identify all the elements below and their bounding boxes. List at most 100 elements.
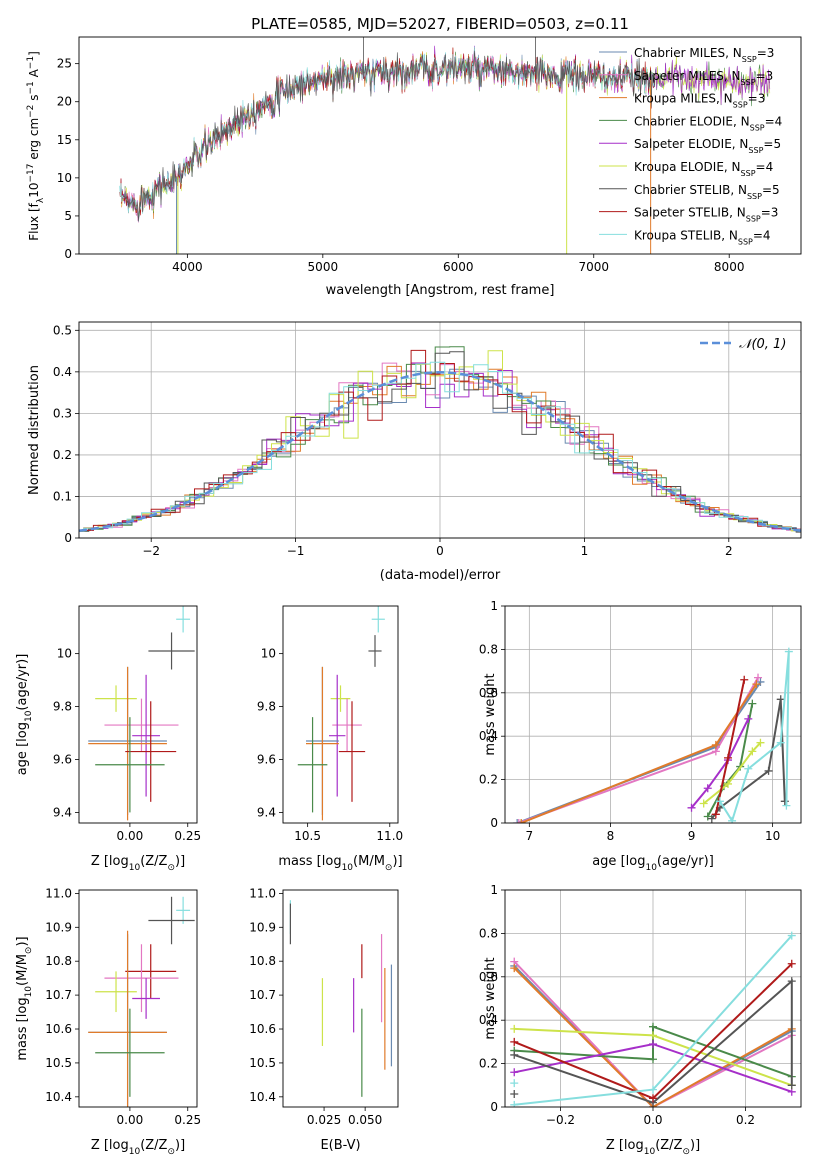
weight-marker xyxy=(756,677,765,686)
weight-marker xyxy=(787,959,796,968)
x-tick-label: 0.00 xyxy=(117,829,144,843)
figure-title: PLATE=0585, MJD=52027, FIBERID=0503, z=0… xyxy=(251,15,629,33)
weight-line xyxy=(703,742,762,805)
y-tick-label: 10.9 xyxy=(45,920,72,934)
legend-label: Chabrier ELODIE, NSSP=4 xyxy=(634,114,782,131)
weight-marker xyxy=(776,695,785,704)
y-tick-label: 0.4 xyxy=(479,1013,498,1027)
x-tick-label: −0.2 xyxy=(546,1113,575,1127)
y-tick-label: 0.3 xyxy=(53,406,72,420)
weight-marker xyxy=(728,816,737,823)
y-tick-label: 0.2 xyxy=(53,448,72,462)
y-tick-label: 0.4 xyxy=(479,729,498,743)
x-axis-label: wavelength [Angstrom, rest frame] xyxy=(326,283,555,298)
y-tick-label: 11.0 xyxy=(249,886,276,900)
y-tick-label: 9.8 xyxy=(257,700,276,714)
x-tick-label: 7000 xyxy=(578,260,609,274)
y-tick-label: 10 xyxy=(57,171,72,185)
spectrum-line xyxy=(123,50,655,222)
y-tick-label: 25 xyxy=(57,57,72,71)
y-tick-label: 0.6 xyxy=(479,686,498,700)
mass_vs_Z-panel: 0.00 0.25 10.4 10.5 10.6 10.7 10.8 10.9 11.0 Z [l… xyxy=(15,886,201,1157)
weight-marker xyxy=(724,753,733,762)
x-axis-label: mass [log10(M/M⊙)] xyxy=(278,854,402,873)
weight-marker xyxy=(787,977,796,986)
weight-marker xyxy=(748,747,757,756)
x-tick-label: 7 xyxy=(526,829,534,843)
y-tick-label: 0.2 xyxy=(479,1057,498,1071)
x-axis-label: E(B-V) xyxy=(320,1138,360,1153)
weight-marker xyxy=(748,699,757,708)
weight-marker xyxy=(707,814,716,823)
weight-marker xyxy=(513,819,522,823)
y-tick-label: 10.7 xyxy=(45,988,72,1002)
x-tick-label: 6000 xyxy=(443,260,474,274)
y-tick-label: 5 xyxy=(64,209,72,223)
y-tick-label: 0 xyxy=(64,531,72,545)
y-axis-label: mass weight xyxy=(483,673,498,755)
weight-marker xyxy=(782,801,791,810)
weight-marker xyxy=(510,1079,519,1088)
x-tick-label: 0.25 xyxy=(174,1113,201,1127)
y-tick-label: 10.5 xyxy=(45,1056,72,1070)
weight-marker xyxy=(510,1100,519,1107)
weight-line xyxy=(719,651,790,823)
x-tick-label: 9 xyxy=(688,829,696,843)
weight-marker xyxy=(776,738,785,747)
weight-marker xyxy=(510,1068,519,1077)
weight-marker xyxy=(752,680,761,689)
weight-marker xyxy=(687,803,696,812)
weight-marker xyxy=(754,673,763,682)
axes-frame xyxy=(78,321,802,539)
weight-marker xyxy=(764,766,773,775)
weight_vs_age-panel: 7 8 9 10 0 0.2 0.4 0.6 0.8 1 age [log10(age/yr)] ma… xyxy=(479,599,802,873)
x-tick-label: 1 xyxy=(581,544,589,558)
weight-marker xyxy=(517,819,526,823)
y-tick-label: 10.4 xyxy=(45,1090,72,1104)
x-tick-label: −1 xyxy=(287,544,305,558)
y-tick-label: 0.8 xyxy=(479,642,498,656)
y-tick-label: 10.8 xyxy=(45,954,72,968)
x-axis-label: Z [log10(Z/Z⊙)] xyxy=(91,854,185,873)
y-axis-label: mass weight xyxy=(483,957,498,1039)
legend-label: 𝒩(0, 1) xyxy=(739,337,786,352)
x-tick-label: 2 xyxy=(725,544,733,558)
weight-marker xyxy=(649,1040,657,1049)
y-tick-label: 10.5 xyxy=(249,1056,276,1070)
weight-marker xyxy=(744,714,753,723)
legend-label: Kroupa ELODIE, NSSP=4 xyxy=(634,160,773,178)
axes-frame xyxy=(78,889,198,1108)
weight-marker xyxy=(756,738,765,747)
legend-label: Chabrier STELIB, NSSP=5 xyxy=(634,183,780,201)
legend-label: Salpeter ELODIE, NSSP=5 xyxy=(634,137,781,155)
y-tick-label: 10 xyxy=(57,647,72,661)
axes-frame xyxy=(504,889,802,1108)
axes-frame xyxy=(282,605,399,824)
x-tick-label: 4000 xyxy=(172,260,203,274)
spectrum-panel: 4000 5000 6000 7000 8000 0 5 10 15 20 25 Chabrier M… xyxy=(26,36,802,298)
x-axis-label: (data-model)/error xyxy=(380,568,501,583)
weight-marker xyxy=(510,1037,519,1046)
x-tick-label: 0.2 xyxy=(736,1113,755,1127)
legend-label: Kroupa MILES, NSSP=3 xyxy=(634,92,765,110)
y-tick-label: 0.4 xyxy=(53,365,72,379)
x-tick-label: 0.0 xyxy=(643,1113,662,1127)
y-tick-label: 11.0 xyxy=(45,886,72,900)
y-tick-label: 1 xyxy=(490,883,498,897)
x-tick-label: 11.0 xyxy=(376,829,403,843)
age_vs_Z-panel: 0.00 0.25 9.4 9.6 9.8 10 Z [log10(Z/Z⊙)] age [l… xyxy=(15,605,201,873)
weight-marker xyxy=(649,1094,657,1103)
residuals-panel: −2 −1 0 1 2 0 0.1 0.2 0.3 0.4 0.5 𝒩(0, 1) (data-mode… xyxy=(27,321,802,583)
age_vs_mass-panel: 10.5 11.0 9.4 9.6 9.8 10 mass [log10(M/M⊙)] xyxy=(257,605,403,873)
weight-marker xyxy=(649,1055,657,1064)
x-tick-label: 0.00 xyxy=(117,1113,144,1127)
x-tick-label: 10.5 xyxy=(294,829,321,843)
legend-label: Salpeter STELIB, NSSP=3 xyxy=(634,206,778,224)
y-tick-label: 10 xyxy=(261,647,276,661)
y-tick-label: 9.6 xyxy=(257,752,276,766)
y-tick-label: 0.5 xyxy=(53,323,72,337)
weight-marker xyxy=(514,819,523,823)
y-axis-label: Normed distribution xyxy=(27,365,42,495)
